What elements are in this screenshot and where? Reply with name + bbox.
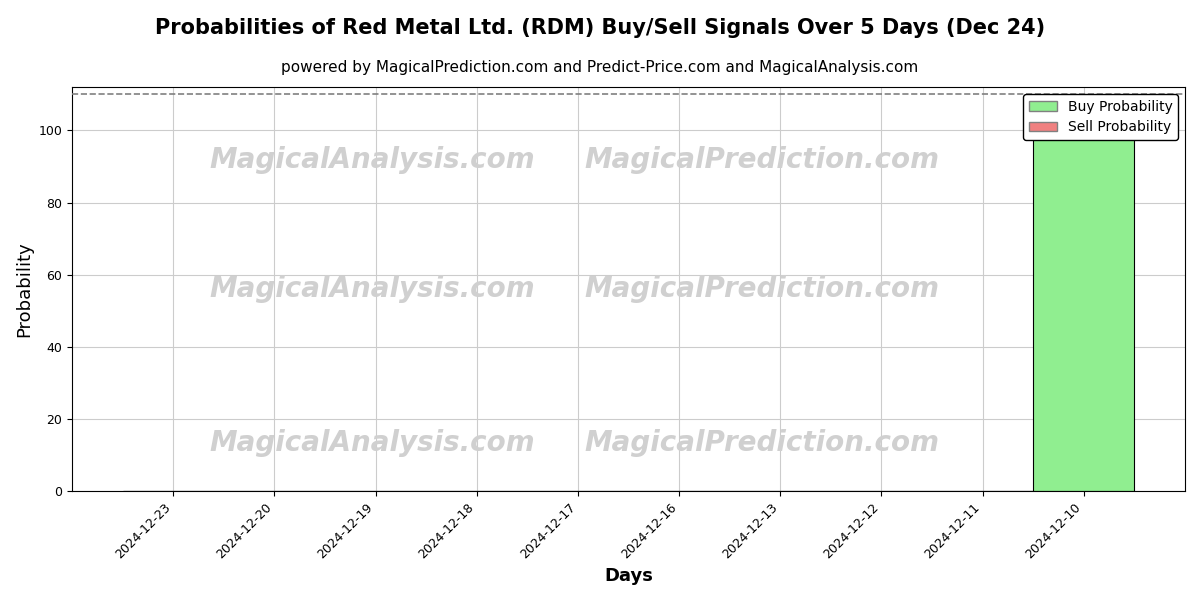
Text: MagicalAnalysis.com: MagicalAnalysis.com — [210, 275, 535, 303]
Text: MagicalAnalysis.com: MagicalAnalysis.com — [210, 429, 535, 457]
Text: MagicalPrediction.com: MagicalPrediction.com — [584, 275, 940, 303]
Text: MagicalPrediction.com: MagicalPrediction.com — [584, 429, 940, 457]
Text: Probabilities of Red Metal Ltd. (RDM) Buy/Sell Signals Over 5 Days (Dec 24): Probabilities of Red Metal Ltd. (RDM) Bu… — [155, 18, 1045, 38]
X-axis label: Days: Days — [604, 567, 653, 585]
Text: powered by MagicalPrediction.com and Predict-Price.com and MagicalAnalysis.com: powered by MagicalPrediction.com and Pre… — [281, 60, 919, 75]
Bar — [1033, 130, 1134, 491]
Text: MagicalPrediction.com: MagicalPrediction.com — [584, 146, 940, 174]
Text: MagicalAnalysis.com: MagicalAnalysis.com — [210, 146, 535, 174]
Legend: Buy Probability, Sell Probability: Buy Probability, Sell Probability — [1024, 94, 1178, 140]
Y-axis label: Probability: Probability — [16, 241, 34, 337]
